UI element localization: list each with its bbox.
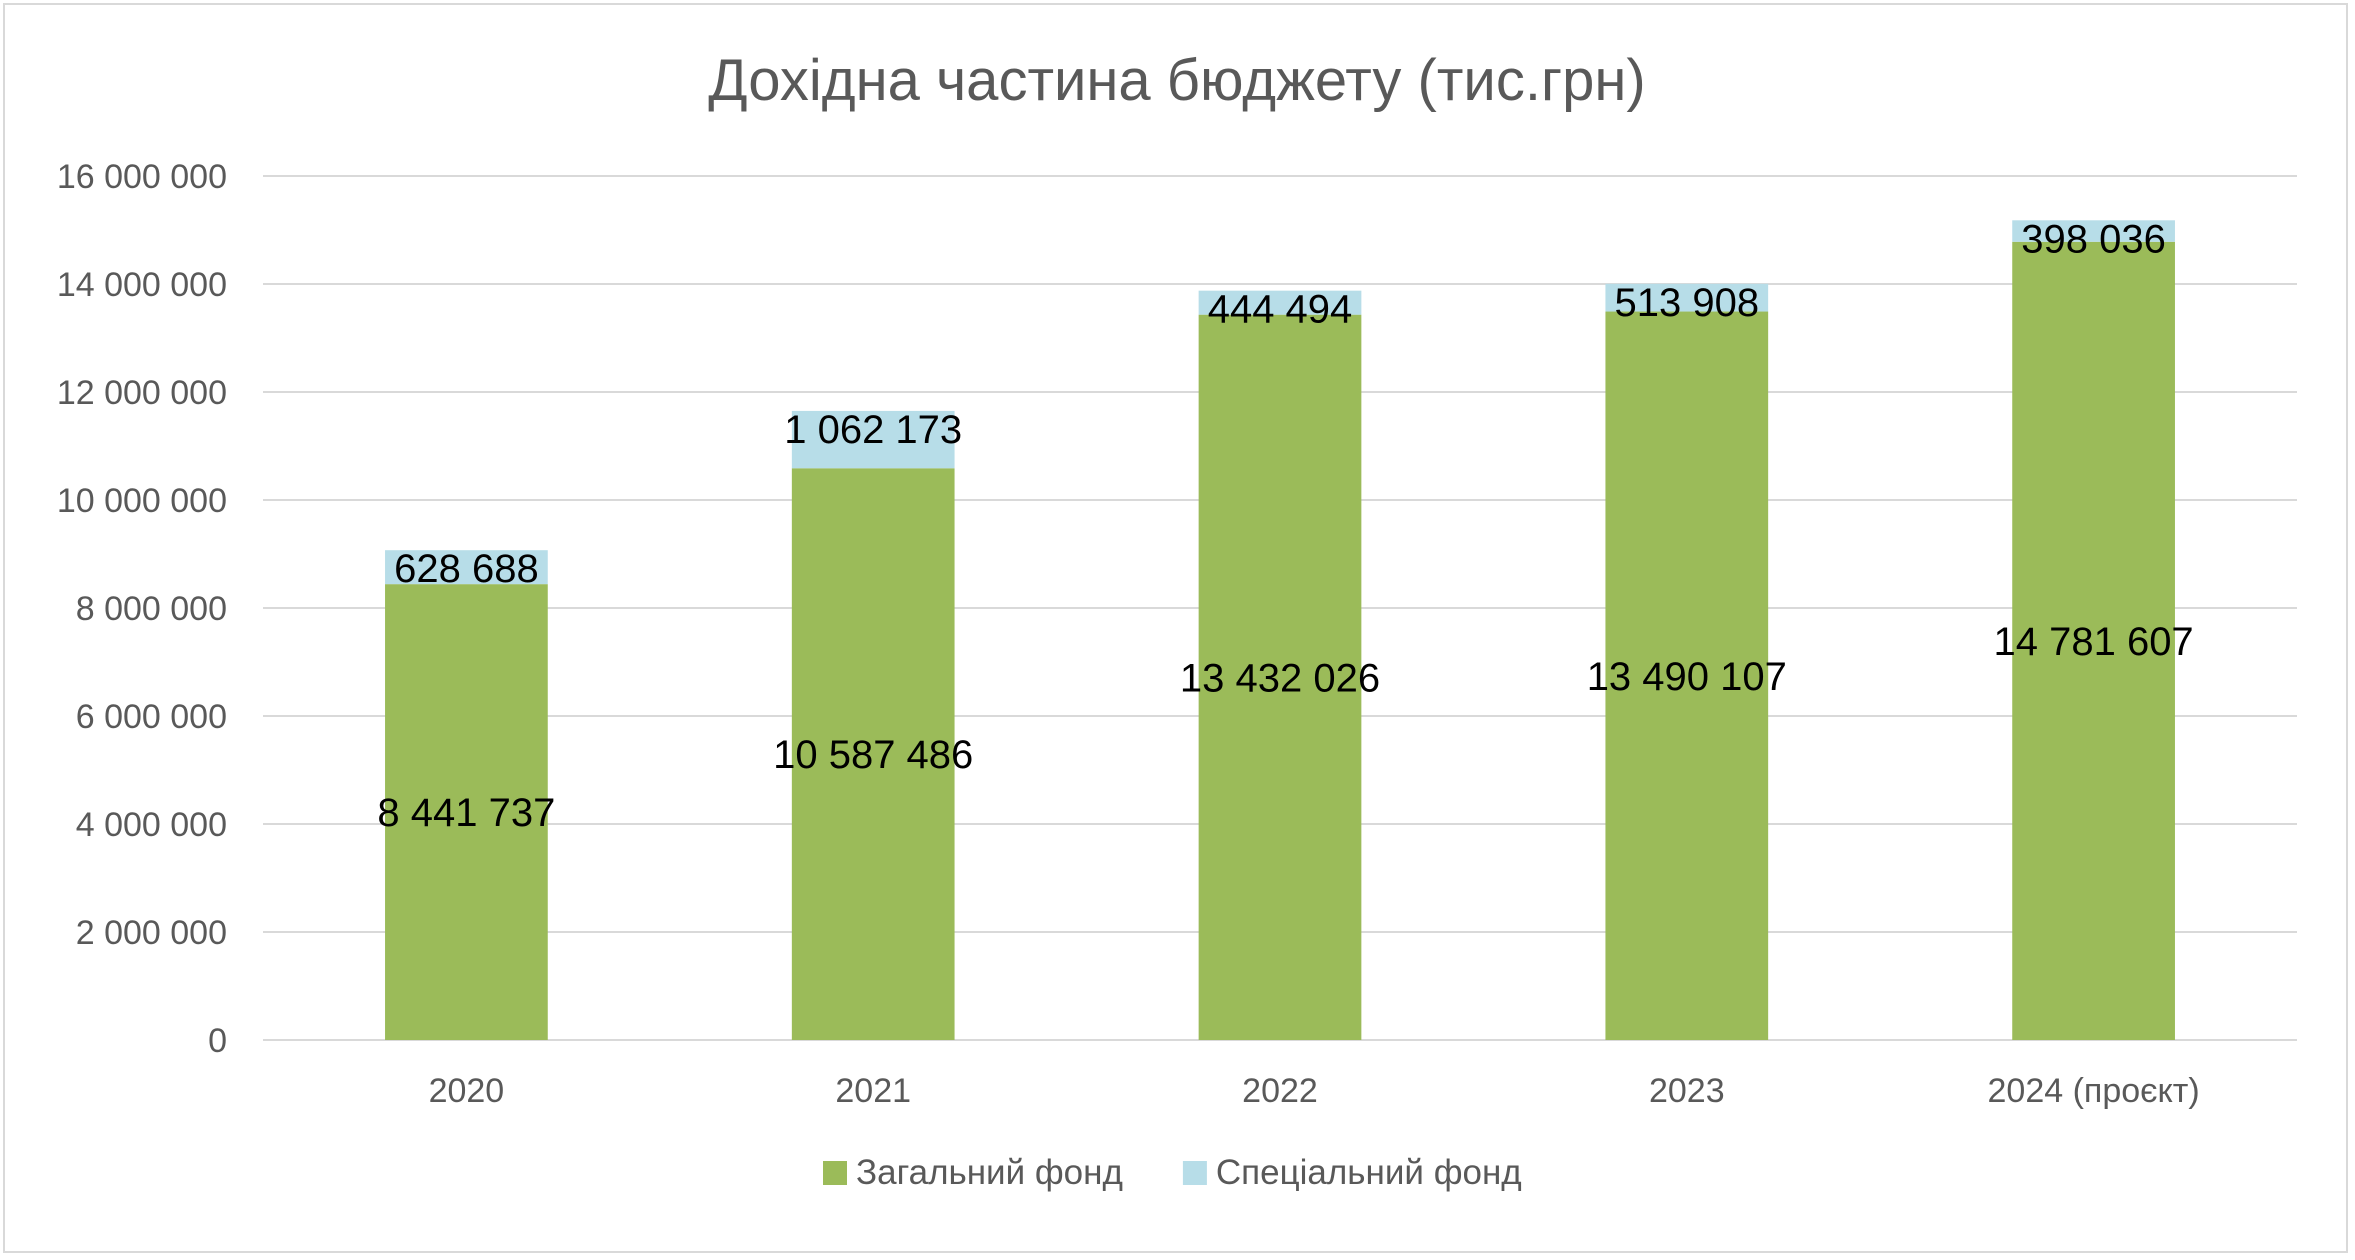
legend-label: Спеціальний фонд — [1216, 1153, 1522, 1192]
legend-label: Загальний фонд — [856, 1153, 1123, 1192]
data-label: 8 441 737 — [377, 791, 555, 835]
data-label: 10 587 486 — [773, 733, 973, 777]
legend-swatch — [823, 1161, 847, 1185]
x-tick-label: 2024 (проєкт) — [1988, 1072, 2200, 1110]
y-tick-label: 0 — [208, 1022, 227, 1060]
x-axis-tick-labels: 2020 2021 2022 2023 2024 (проєкт) — [429, 1072, 2200, 1110]
data-label: 1 062 173 — [784, 408, 962, 452]
bar-general-fund — [1198, 314, 1362, 1040]
y-tick-label: 12 000 000 — [57, 374, 227, 412]
bar-general-fund — [1605, 311, 1769, 1041]
x-tick-label: 2022 — [1242, 1072, 1318, 1110]
bar-special-fund — [2012, 220, 2175, 242]
bar-general-fund — [2012, 241, 2175, 1041]
y-tick-label: 6 000 000 — [76, 698, 227, 736]
budget-revenue-chart: Дохідна частина бюджету (тис.грн) 0 2 000… — [57, 48, 2297, 1192]
bar-special-fund — [385, 550, 548, 585]
bars — [385, 220, 2175, 1041]
data-label: 13 490 107 — [1587, 655, 1787, 699]
y-tick-label: 10 000 000 — [57, 482, 227, 520]
x-tick-label: 2020 — [429, 1072, 505, 1110]
y-tick-label: 14 000 000 — [57, 266, 227, 304]
chart-frame: Дохідна частина бюджету (тис.грн) 0 2 000… — [3, 3, 2348, 1253]
data-label: 513 908 — [1615, 281, 1760, 325]
legend-swatch — [1182, 1161, 1207, 1185]
chart-title: Дохідна частина бюджету (тис.грн) — [708, 48, 1645, 113]
bar-special-fund — [1605, 283, 1769, 312]
data-label: 14 781 607 — [1993, 620, 2193, 664]
data-label: 398 036 — [2021, 217, 2166, 261]
y-tick-label: 8 000 000 — [76, 590, 227, 628]
bar-general-fund — [385, 584, 548, 1040]
y-tick-label: 16 000 000 — [57, 158, 227, 196]
y-tick-label: 4 000 000 — [76, 806, 227, 844]
data-label: 628 688 — [394, 547, 539, 591]
bar-general-fund — [791, 468, 955, 1040]
legend: Загальний фонд Спеціальний фонд — [823, 1153, 1522, 1192]
data-label: 13 432 026 — [1180, 656, 1380, 700]
x-tick-label: 2023 — [1649, 1072, 1725, 1110]
data-labels: 8 441 737 628 688 10 587 486 1 062 173 13 43… — [377, 217, 2193, 835]
y-axis-tick-labels: 0 2 000 000 4 000 000 6 000 000 8 000 000 10 … — [57, 158, 227, 1060]
data-label: 444 494 — [1208, 288, 1353, 332]
bar-special-fund — [1198, 290, 1362, 315]
y-tick-label: 2 000 000 — [76, 914, 227, 952]
bar-special-fund — [791, 410, 955, 469]
x-tick-label: 2021 — [835, 1072, 911, 1110]
